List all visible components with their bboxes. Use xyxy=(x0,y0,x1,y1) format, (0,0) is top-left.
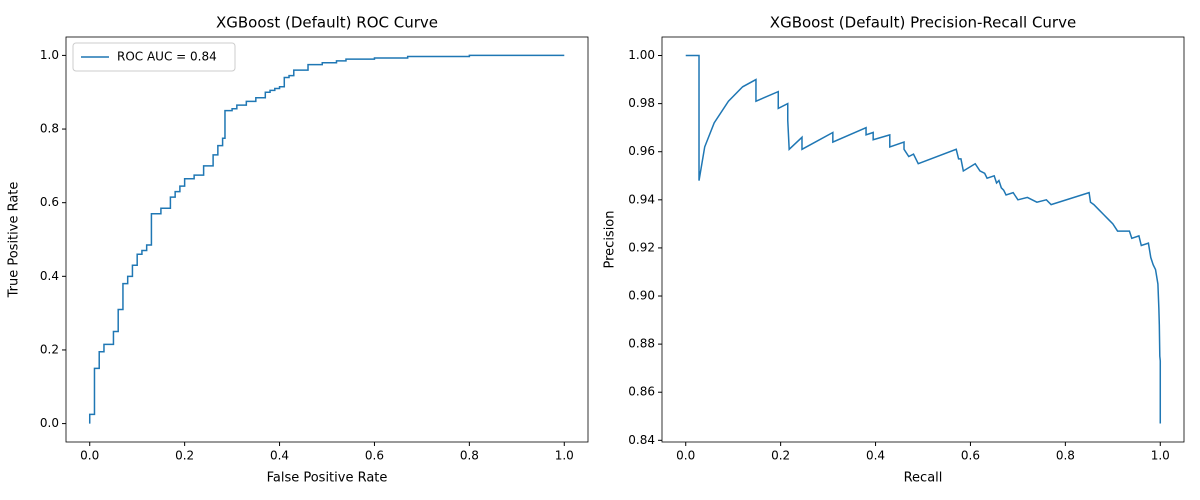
x-tick-label: 0.8 xyxy=(460,449,479,463)
x-tick-label: 0.8 xyxy=(1056,449,1075,463)
y-tick-label: 1.00 xyxy=(628,48,655,62)
x-tick-label: 0.0 xyxy=(676,449,695,463)
x-tick-label: 0.4 xyxy=(270,449,289,463)
x-axis-label: False Positive Rate xyxy=(267,471,388,486)
y-tick-label: 0.86 xyxy=(628,385,655,399)
y-tick-label: 0.2 xyxy=(40,342,59,356)
axes-frame xyxy=(661,36,1185,443)
line xyxy=(88,54,565,424)
x-tick-label: 0.4 xyxy=(866,449,885,463)
x-tick-label: 0.2 xyxy=(175,449,194,463)
y-tick-label: 0.92 xyxy=(628,240,655,254)
y-tick-label: 0.96 xyxy=(628,144,655,158)
legend-label: ROC AUC = 0.84 xyxy=(117,50,217,64)
y-axis-label: True Positive Rate xyxy=(7,182,22,299)
line xyxy=(685,54,1162,424)
x-tick-label: 1.0 xyxy=(555,449,574,463)
y-axis-label: Precision xyxy=(603,210,618,268)
y-tick-label: 0.8 xyxy=(40,122,59,136)
x-tick-label: 1.0 xyxy=(1151,449,1170,463)
x-tick-label: 0.2 xyxy=(771,449,790,463)
legend-box xyxy=(72,42,236,72)
y-tick-label: 0.88 xyxy=(628,337,655,351)
x-tick-label: 0.6 xyxy=(961,449,980,463)
y-tick-label: 0.84 xyxy=(628,433,655,447)
chart-title: XGBoost (Default) ROC Curve xyxy=(216,14,438,32)
y-tick-label: 0.98 xyxy=(628,96,655,110)
y-tick-label: 0.94 xyxy=(628,192,655,206)
y-tick-label: 0.4 xyxy=(40,269,59,283)
x-tick-label: 0.6 xyxy=(365,449,384,463)
y-tick-label: 0.6 xyxy=(40,195,59,209)
x-tick-label: 0.0 xyxy=(80,449,99,463)
axes-frame xyxy=(65,36,589,443)
x-axis-label: Recall xyxy=(904,471,943,486)
y-tick-label: 1.0 xyxy=(40,48,59,62)
chart-title: XGBoost (Default) Precision-Recall Curve xyxy=(770,14,1076,32)
y-tick-label: 0.0 xyxy=(40,416,59,430)
y-tick-label: 0.90 xyxy=(628,289,655,303)
